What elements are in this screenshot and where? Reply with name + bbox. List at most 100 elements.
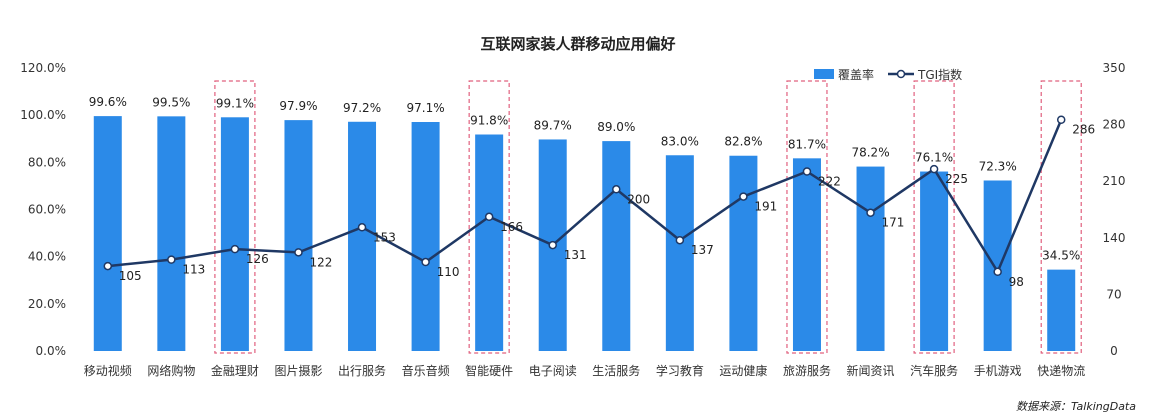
bar [1047,269,1076,351]
category-label: 图片摄影 [274,363,322,378]
legend-line-marker [896,69,906,79]
bar [920,171,949,351]
tgi-value-label: 166 [500,220,523,234]
category-label: 音乐音频 [402,363,450,378]
category-label: 智能硬件 [465,363,513,378]
tgi-value-label: 113 [182,263,205,277]
bar [729,155,758,351]
bar-value-label: 99.5% [152,95,190,109]
tgi-value-label: 98 [1009,275,1024,289]
bar-value-label: 99.6% [89,95,127,109]
bar-value-label: 83.0% [661,134,699,148]
tgi-value-label: 137 [691,243,714,257]
tgi-point [612,185,621,194]
tgi-point [103,261,113,271]
left-tick-label: 20.0% [28,297,66,311]
bar-value-label: 89.0% [597,120,635,134]
bar-value-label: 91.8% [470,114,508,128]
tgi-point [1056,115,1066,124]
tgi-point [548,240,557,250]
category-label: 学习教育 [656,363,704,378]
tgi-point [739,192,748,201]
bar-series [93,116,1076,352]
bar-value-label: 82.8% [724,135,762,149]
bar [475,134,504,351]
tgi-point [929,164,939,174]
right-tick-label: 280 [1103,118,1126,132]
category-label: 电子阅读 [529,364,577,378]
tgi-value-label: 126 [246,252,269,266]
category-label: 生活服务 [592,363,640,378]
bar [284,120,313,351]
bar [157,116,186,352]
category-label: 运动健康 [719,363,767,378]
right-tick-label: 210 [1103,174,1126,188]
legend-line-label: TGI指数 [917,67,962,82]
category-label: 新闻资讯 [847,363,895,378]
tgi-point [675,235,685,245]
bar-value-label: 34.5% [1042,249,1080,263]
tgi-point [993,267,1002,277]
highlight-box [468,80,510,354]
bar [220,117,249,351]
tgi-value-label: 131 [564,248,587,262]
tgi-value-label: 153 [373,230,396,244]
bar-value-label: 99.1% [216,96,254,110]
highlight-box [913,80,955,354]
tgi-value-labels: 105 113 126 122 153 110 166 131 200 137 191 222 171 2… [119,123,1095,289]
left-tick-label: 40.0% [28,250,66,264]
bar-value-label: 97.9% [279,99,317,113]
category-label: 手机游戏 [974,364,1022,378]
bar-value-label: 81.7% [788,137,826,151]
bar-value-label: 72.3% [979,159,1017,173]
tgi-value-label: 222 [818,174,841,188]
category-label: 网络购物 [147,363,195,378]
tgi-value-label: 122 [309,255,332,269]
bar-value-label: 78.2% [851,146,889,160]
tgi-value-label: 171 [882,216,905,230]
category-label: 汽车服务 [910,363,958,378]
tgi-value-label: 110 [437,265,460,279]
bar-value-label: 97.2% [343,101,381,115]
bar [856,166,885,351]
tgi-value-label: 225 [945,172,968,186]
right-axis: 0 70 140 210 280 350 [1103,61,1126,358]
source-note: 数据来源：TalkingData [1016,400,1136,413]
tgi-point [230,244,240,254]
right-tick-label: 0 [1110,344,1118,358]
highlight-boxes [214,80,1082,354]
highlight-box [786,80,828,354]
bar-value-labels: 99.6% 99.5% 99.1% 97.9% 97.2% 97.1% 91.8% 89.7%… [89,95,1081,263]
right-tick-label: 70 [1106,287,1121,301]
category-label: 移动视频 [84,363,132,378]
tgi-point [357,223,367,232]
tgi-value-label: 286 [1072,123,1095,137]
tgi-point [802,167,812,176]
left-tick-label: 120.0% [20,61,66,75]
bar [665,155,694,351]
legend-bar-label: 覆盖率 [838,67,874,82]
category-labels: 移动视频 网络购物 金融理财 图片摄影 出行服务 音乐音频 智能硬件 电子阅读 生活服务 学习教育… [84,363,1085,378]
left-tick-label: 100.0% [20,108,66,122]
category-label: 旅游服务 [783,363,831,378]
tgi-point [294,248,303,257]
left-tick-label: 80.0% [28,155,66,169]
left-tick-label: 0.0% [36,344,67,358]
tgi-value-label: 105 [119,269,142,283]
right-tick-label: 350 [1103,61,1126,75]
category-label: 快递物流 [1037,364,1085,378]
legend: 覆盖率 TGI指数 [814,67,962,82]
right-tick-label: 140 [1103,231,1126,245]
tgi-value-label: 191 [754,200,777,214]
tgi-line-series [103,115,1066,277]
tgi-point [167,255,176,264]
tgi-point [421,257,430,267]
highlight-box [214,80,256,354]
bar-value-label: 97.1% [407,101,445,115]
bar [348,121,377,352]
left-tick-label: 60.0% [28,203,66,217]
bar [602,141,631,351]
tgi-point [866,208,875,217]
category-label: 出行服务 [338,363,386,378]
